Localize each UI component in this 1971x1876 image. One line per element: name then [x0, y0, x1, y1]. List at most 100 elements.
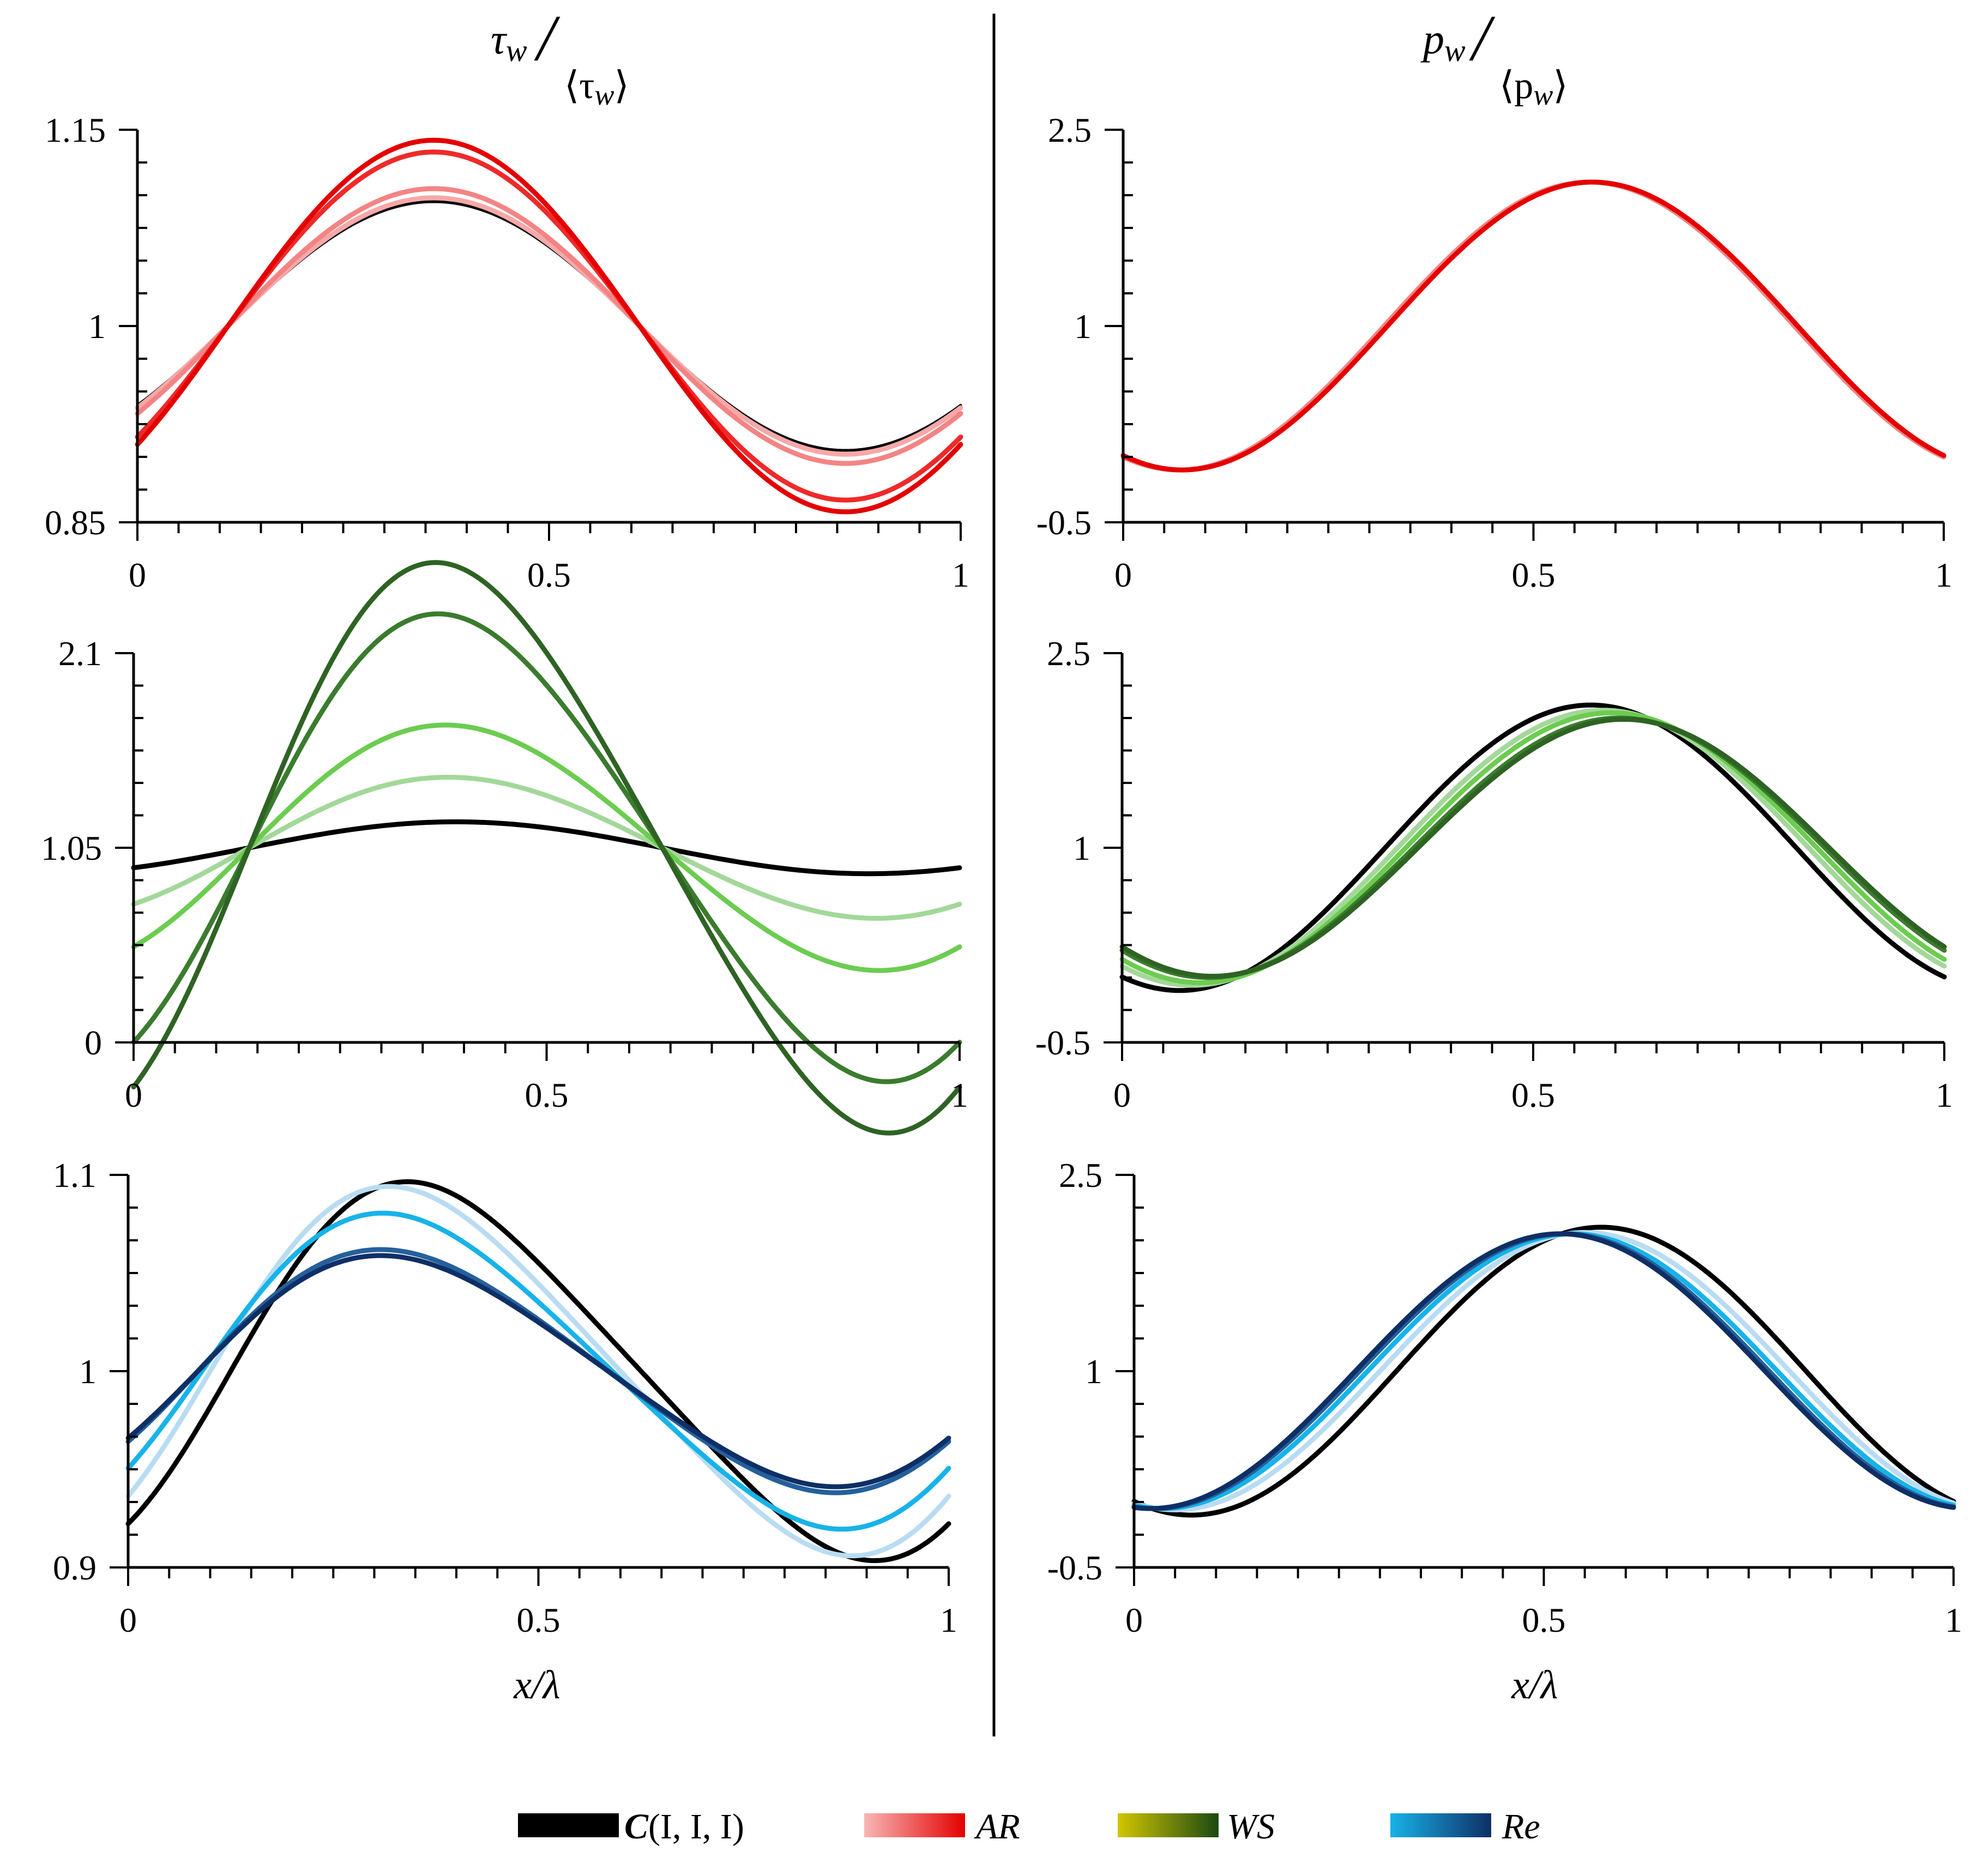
x-tick-label-bottom-left-0: 0: [119, 1601, 137, 1639]
y-tick-label-bottom-right-2: 2.5: [1059, 1156, 1102, 1195]
left-title-numerator-sub: w: [506, 33, 527, 68]
legend: C(I, I, I) AR WS Re: [518, 1807, 1540, 1847]
series-line-middle-left-1: [131, 775, 962, 921]
series-line-middle-left-2: [131, 722, 962, 973]
series-line-top-right-0: [1120, 179, 1946, 473]
x-tick-label-top-right-0: 0: [1114, 556, 1132, 594]
series-line-middle-left-0: [131, 819, 962, 877]
y-tick-label-middle-right-0: -0.5: [1035, 1023, 1090, 1062]
y-tick-label-bottom-right-0: -0.5: [1047, 1548, 1102, 1587]
panel-bottom-left: 0.9 1 1.1 0 0.5 1: [53, 1156, 957, 1639]
series-line-bottom-right-4: [1131, 1231, 1956, 1511]
series-line-bottom-left-2: [125, 1210, 951, 1532]
legend-label-1: AR: [974, 1807, 1020, 1847]
y-tick-label-top-left-2: 1.15: [45, 111, 106, 149]
legend-label-rest-3: Re: [1502, 1807, 1540, 1847]
x-tick-label-bottom-right-1: 0.5: [1522, 1601, 1566, 1639]
x-tick-label-bottom-right-0: 0: [1125, 1601, 1143, 1639]
legend-label-bold-0: C: [624, 1807, 649, 1847]
series-line-top-right-1: [1120, 179, 1946, 473]
series-line-bottom-left-1: [125, 1184, 951, 1559]
x-axis-title-right: x/λ: [1511, 1663, 1558, 1708]
svg-text:⟨τw⟩: ⟨τw⟩: [564, 65, 629, 111]
y-tick-label-bottom-left-2: 1.1: [53, 1156, 97, 1195]
legend-entry-2: WS: [1118, 1807, 1275, 1847]
x-tick-label-bottom-left-1: 0.5: [517, 1601, 560, 1639]
panel-top-right: -0.5 1 2.5 0 0.5 1: [1036, 111, 1952, 594]
y-tick-label-top-left-0: 0.85: [45, 503, 106, 542]
legend-label-3: Re: [1502, 1807, 1540, 1847]
right-column-title: pw / ⟨pw⟩: [1420, 2, 1568, 111]
series-line-middle-right-4: [1119, 716, 1947, 979]
x-tick-label-top-right-1: 0.5: [1512, 556, 1556, 594]
y-tick-label-bottom-right-1: 1: [1085, 1352, 1102, 1391]
legend-label-rest-0: (I, I, I): [648, 1807, 744, 1847]
left-title-denominator-sub: w: [594, 79, 614, 111]
y-tick-label-middle-right-1: 1: [1073, 829, 1090, 867]
x-tick-label-top-left-1: 0.5: [527, 556, 571, 594]
y-tick-label-bottom-left-0: 0.9: [53, 1548, 97, 1587]
legend-swatch-0: [518, 1813, 619, 1837]
left-title-denominator: ⟨τ: [564, 65, 594, 107]
y-tick-label-top-right-2: 2.5: [1048, 111, 1092, 149]
series-line-middle-right-2: [1119, 710, 1947, 985]
right-title-denominator-close: ⟩: [1553, 65, 1568, 107]
x-axis-title-left: x/λ: [513, 1663, 560, 1708]
legend-entry-1: AR: [864, 1807, 1020, 1847]
x-tick-label-middle-right-0: 0: [1113, 1076, 1131, 1114]
right-title-denominator-sub: w: [1533, 79, 1553, 111]
x-tick-label-top-left-2: 1: [952, 556, 969, 594]
panel-middle-left: 0 1.05 2.1 0 0.5 1: [41, 560, 968, 1136]
series-line-top-left-4: [135, 137, 963, 515]
right-title-denominator: ⟨p: [1499, 65, 1533, 107]
x-tick-label-middle-left-2: 1: [951, 1076, 968, 1114]
x-tick-label-top-right-2: 1: [1935, 556, 1952, 594]
left-title-slash: /: [534, 2, 560, 74]
series-line-top-left-2: [135, 186, 963, 466]
x-tick-label-middle-left-1: 0.5: [525, 1076, 569, 1114]
svg-text:τw: τw: [491, 15, 527, 68]
y-tick-label-middle-left-2: 2.1: [58, 634, 102, 673]
x-tick-label-middle-right-2: 1: [1936, 1076, 1953, 1114]
legend-label-2: WS: [1227, 1807, 1275, 1847]
series-line-top-left-3: [135, 149, 963, 503]
panel-middle-right: -0.5 1 2.5 0 0.5 1: [1035, 634, 1953, 1114]
right-title-numerator-sub: w: [1444, 33, 1466, 68]
legend-entry-0: C(I, I, I): [518, 1807, 744, 1847]
y-tick-label-top-right-0: -0.5: [1036, 503, 1092, 542]
panel-bottom-right: -0.5 1 2.5 0 0.5 1: [1047, 1156, 1962, 1639]
right-title-slash: /: [1469, 2, 1496, 74]
series-line-bottom-left-0: [125, 1179, 951, 1563]
x-tick-label-bottom-left-2: 1: [940, 1601, 957, 1639]
svg-text:pw: pw: [1420, 15, 1466, 68]
y-tick-label-middle-left-0: 0: [85, 1023, 102, 1062]
x-tick-label-middle-right-1: 0.5: [1511, 1076, 1555, 1114]
y-tick-label-middle-left-1: 1.05: [41, 829, 102, 867]
y-tick-label-middle-right-2: 2.5: [1047, 634, 1090, 673]
panels: 0.85 1 1.15 0 0.5 1 -0.5 1 2.5 0 0.5 1 0 1.05 2.1 0 0.5 1…: [41, 111, 1962, 1639]
legend-label-rest-2: WS: [1227, 1807, 1275, 1847]
y-tick-label-top-left-1: 1: [88, 307, 106, 346]
right-title-numerator: p: [1420, 15, 1444, 63]
left-title-numerator: τ: [491, 15, 508, 63]
series-line-middle-left-4: [131, 560, 962, 1136]
series-line-middle-left-3: [131, 611, 962, 1084]
series-line-middle-right-3: [1119, 715, 1947, 980]
legend-entry-3: Re: [1390, 1807, 1540, 1847]
left-column-title: τw / ⟨τw⟩: [491, 2, 629, 111]
y-tick-label-top-right-1: 1: [1074, 307, 1092, 346]
panel-top-left: 0.85 1 1.15 0 0.5 1: [45, 111, 969, 594]
x-tick-label-top-left-0: 0: [129, 556, 146, 594]
left-title-denominator-close: ⟩: [614, 65, 629, 107]
svg-text:⟨pw⟩: ⟨pw⟩: [1499, 65, 1568, 111]
legend-swatch-3: [1390, 1813, 1491, 1837]
x-tick-label-middle-left-0: 0: [125, 1076, 142, 1114]
legend-swatch-2: [1118, 1813, 1219, 1837]
x-tick-label-bottom-right-2: 1: [1945, 1601, 1962, 1639]
legend-label-0: C(I, I, I): [624, 1807, 744, 1847]
y-tick-label-bottom-left-1: 1: [79, 1352, 97, 1391]
legend-swatch-1: [864, 1813, 965, 1837]
legend-label-rest-1: AR: [974, 1807, 1020, 1847]
series-line-bottom-left-4: [125, 1253, 951, 1489]
